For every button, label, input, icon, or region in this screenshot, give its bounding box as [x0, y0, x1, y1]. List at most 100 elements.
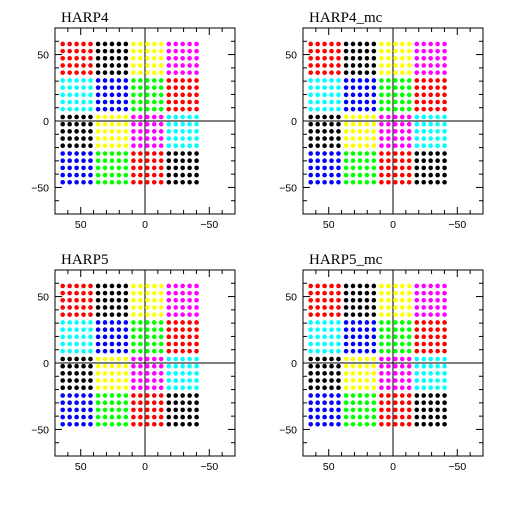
data-point	[350, 55, 356, 61]
data-point	[109, 70, 115, 75]
data-point	[421, 172, 427, 178]
data-point	[343, 121, 349, 127]
data-point	[102, 136, 108, 141]
data-point	[60, 334, 66, 340]
data-point	[88, 414, 93, 420]
data-point	[158, 334, 164, 340]
data-point	[442, 283, 447, 289]
data-point	[88, 312, 93, 317]
data-point	[343, 297, 349, 303]
data-point	[371, 414, 377, 420]
data-point	[138, 283, 143, 289]
data-point	[145, 334, 150, 340]
data-point	[336, 158, 341, 164]
data-point	[414, 129, 420, 134]
data-point	[95, 371, 101, 376]
data-point	[399, 312, 405, 317]
data-point	[109, 179, 115, 185]
data-point	[95, 356, 101, 362]
data-point	[428, 297, 433, 303]
data-point	[379, 106, 384, 112]
data-point	[88, 363, 93, 369]
data-point	[88, 378, 93, 383]
data-point	[329, 363, 334, 369]
data-point	[138, 400, 143, 406]
data-point	[145, 283, 150, 289]
data-point	[393, 297, 398, 303]
data-point	[350, 78, 356, 83]
data-point	[194, 70, 199, 75]
data-point	[435, 136, 440, 141]
data-point	[109, 121, 115, 127]
data-point	[371, 78, 377, 83]
data-point	[166, 371, 172, 376]
data-point	[406, 85, 412, 90]
data-point	[74, 143, 79, 149]
data-point	[194, 106, 199, 112]
data-point	[74, 400, 79, 406]
data-point	[60, 414, 66, 420]
data-point	[123, 85, 129, 90]
data-point	[81, 283, 86, 289]
data-point	[414, 341, 420, 347]
data-point	[60, 41, 66, 47]
data-point	[173, 297, 179, 303]
data-point	[173, 421, 179, 427]
data-point	[131, 348, 136, 354]
data-point	[414, 99, 420, 105]
data-point	[151, 283, 157, 289]
data-point	[421, 414, 427, 420]
data-point	[371, 378, 377, 383]
data-point	[123, 414, 129, 420]
data-point	[350, 371, 356, 376]
data-point	[67, 363, 72, 369]
data-point	[379, 283, 384, 289]
data-point	[166, 41, 172, 47]
data-point	[173, 407, 179, 413]
data-point	[116, 106, 122, 112]
data-point	[414, 348, 420, 354]
data-point	[343, 407, 349, 413]
data-point	[315, 158, 320, 164]
data-point	[350, 92, 356, 98]
data-point	[442, 414, 447, 420]
data-point	[406, 63, 412, 68]
data-point	[151, 151, 157, 156]
data-point	[435, 106, 440, 112]
data-point	[166, 151, 172, 156]
data-point	[173, 393, 179, 398]
data-point	[343, 151, 349, 156]
data-point	[173, 400, 179, 406]
data-point	[357, 407, 363, 413]
data-point	[329, 371, 334, 376]
data-point	[336, 165, 341, 171]
data-point	[336, 114, 341, 120]
data-point	[379, 290, 384, 296]
data-point	[109, 363, 115, 369]
data-point	[81, 48, 86, 54]
data-point	[364, 312, 370, 317]
data-point	[194, 320, 199, 325]
data-point	[350, 320, 356, 325]
data-point	[421, 407, 427, 413]
data-point	[329, 158, 334, 164]
data-point	[329, 129, 334, 134]
data-point	[74, 407, 79, 413]
data-point	[336, 385, 341, 391]
data-point	[379, 136, 384, 141]
data-point	[95, 165, 101, 171]
data-point	[421, 85, 427, 90]
data-point	[435, 48, 440, 54]
data-point	[414, 172, 420, 178]
data-point	[67, 129, 72, 134]
data-point	[364, 165, 370, 171]
data-point	[194, 327, 199, 332]
data-point	[364, 179, 370, 185]
data-point	[166, 165, 172, 171]
data-point	[364, 327, 370, 332]
data-point	[116, 143, 122, 149]
data-point	[322, 356, 327, 362]
data-point	[123, 393, 129, 398]
data-point	[145, 106, 150, 112]
